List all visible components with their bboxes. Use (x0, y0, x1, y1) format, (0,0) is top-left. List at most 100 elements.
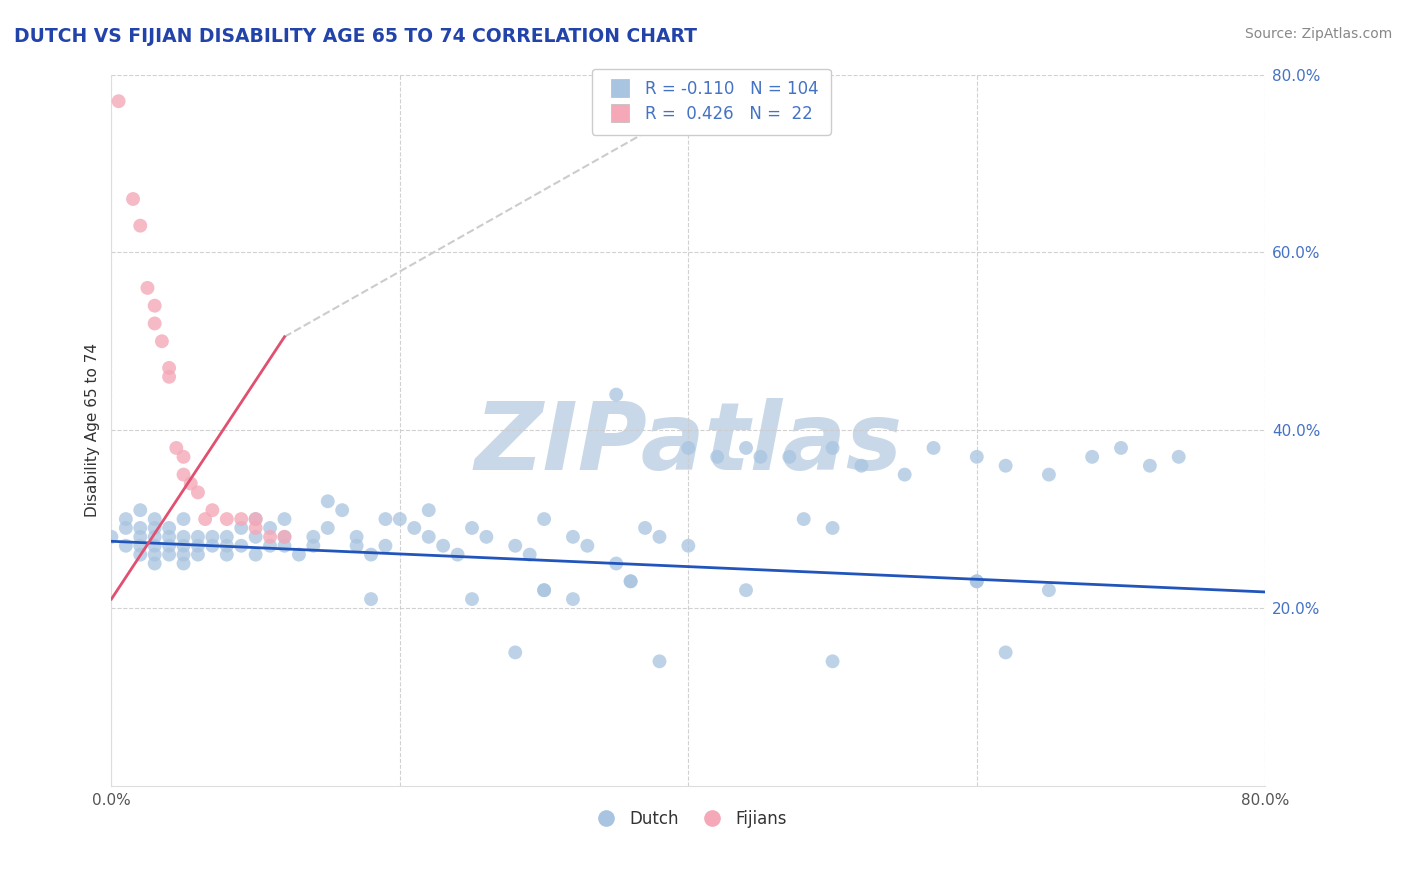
Point (201, 530, 224, 544)
Point (273, 512, 295, 526)
Point (143, 539, 166, 553)
Point (446, 548, 468, 562)
Point (259, 530, 281, 544)
Point (620, 574, 643, 589)
Point (231, 539, 253, 553)
Point (187, 485, 209, 500)
Point (187, 548, 209, 562)
Point (173, 548, 195, 562)
Point (273, 530, 295, 544)
Point (533, 583, 555, 598)
Point (100, 530, 122, 544)
Point (215, 512, 238, 526)
Point (432, 539, 454, 553)
Point (136, 281, 159, 295)
Point (678, 539, 700, 553)
Point (1038, 467, 1060, 482)
Point (1038, 583, 1060, 598)
Point (562, 530, 585, 544)
Point (778, 450, 800, 464)
Point (1109, 441, 1132, 455)
Point (648, 530, 671, 544)
Point (194, 512, 217, 526)
Point (201, 539, 224, 553)
Point (922, 441, 945, 455)
Point (157, 369, 180, 384)
Point (107, 94, 129, 108)
Point (706, 450, 728, 464)
Point (634, 521, 657, 535)
Point (503, 645, 526, 659)
Point (316, 521, 339, 535)
Point (231, 521, 253, 535)
Point (994, 645, 1017, 659)
Point (1167, 450, 1189, 464)
Point (157, 530, 180, 544)
Point (576, 539, 599, 553)
Point (245, 512, 267, 526)
Point (129, 521, 152, 535)
Point (143, 548, 166, 562)
Point (215, 530, 238, 544)
Point (374, 512, 396, 526)
Point (562, 592, 585, 607)
Point (475, 530, 498, 544)
Point (374, 539, 396, 553)
Text: DUTCH VS FIJIAN DISABILITY AGE 65 TO 74 CORRELATION CHART: DUTCH VS FIJIAN DISABILITY AGE 65 TO 74 … (14, 27, 697, 45)
Point (114, 521, 136, 535)
Point (288, 548, 311, 562)
Point (966, 574, 988, 589)
Point (150, 334, 173, 349)
Point (245, 530, 267, 544)
Point (143, 512, 166, 526)
Point (143, 557, 166, 571)
Point (173, 539, 195, 553)
Point (157, 521, 180, 535)
Point (215, 548, 238, 562)
Point (157, 360, 180, 375)
Point (966, 574, 988, 589)
Point (461, 592, 484, 607)
Point (157, 548, 180, 562)
Point (245, 512, 267, 526)
Point (259, 521, 281, 535)
Point (245, 521, 267, 535)
Point (143, 530, 166, 544)
Point (360, 548, 382, 562)
Point (231, 512, 253, 526)
Point (273, 539, 295, 553)
Point (129, 539, 152, 553)
Point (821, 521, 844, 535)
Point (129, 219, 152, 233)
Point (129, 530, 152, 544)
Point (346, 530, 368, 544)
Point (735, 583, 758, 598)
Point (215, 539, 238, 553)
Point (273, 530, 295, 544)
Point (114, 512, 136, 526)
Point (388, 512, 411, 526)
Point (418, 530, 440, 544)
Point (143, 521, 166, 535)
Point (605, 557, 627, 571)
Point (143, 299, 166, 313)
Point (173, 530, 195, 544)
Legend: Dutch, Fijians: Dutch, Fijians (583, 803, 794, 834)
Point (165, 441, 187, 455)
Point (302, 530, 325, 544)
Point (157, 539, 180, 553)
Point (259, 539, 281, 553)
Point (129, 548, 152, 562)
Point (793, 512, 815, 526)
Point (173, 557, 195, 571)
Point (735, 441, 758, 455)
Point (346, 539, 368, 553)
Y-axis label: Disability Age 65 to 74: Disability Age 65 to 74 (86, 343, 100, 517)
Point (173, 512, 195, 526)
Point (360, 592, 382, 607)
Point (994, 458, 1017, 473)
Point (893, 467, 915, 482)
Point (302, 539, 325, 553)
Point (404, 521, 426, 535)
Point (503, 539, 526, 553)
